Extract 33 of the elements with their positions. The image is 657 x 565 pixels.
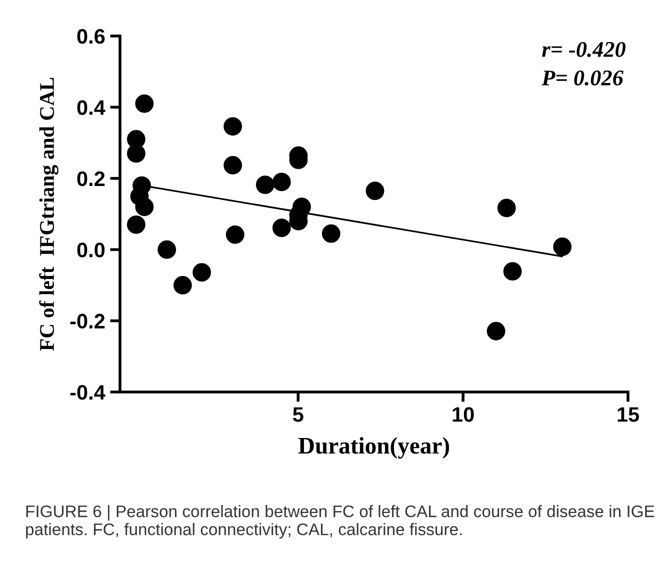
point [497,198,516,218]
point [224,117,242,136]
annotation: r= -0.420 [542,42,626,58]
x-tick-label: 5 [292,407,304,422]
point [322,224,340,243]
y-tick-label: -0.2 [70,314,105,329]
point [173,276,192,294]
x-tick-label: 15 [618,407,640,422]
point [272,218,291,238]
point [158,240,176,259]
point [366,182,384,200]
y-tick-label: 0.2 [77,171,105,186]
point [553,238,572,256]
point [224,156,242,174]
y-axis-title: FC of left IFGtriang and CAL [39,78,58,351]
point [135,94,154,113]
point [272,172,291,192]
y-tick-label: -0.4 [70,385,106,400]
point [256,176,274,194]
point [486,322,506,340]
point [135,198,154,216]
caption: FIGURE 6 | Pearson correlation between FC of left CAL and course of disease in IGE patients. FC, functional connectivity; CAL, calcarine fissure. [26,505,654,539]
y-tick-label: 0.6 [77,29,105,44]
annotation: P= 0.026 [542,70,624,86]
point [192,263,212,282]
y-tick-label: 0.4 [77,100,106,115]
x-axis-title: Duration(year) [298,437,450,459]
point [126,144,146,163]
point [126,215,146,234]
y-tick-label: 0.0 [77,242,105,258]
point [503,262,522,281]
x-tick-label: 10 [452,407,474,422]
point [226,225,244,244]
